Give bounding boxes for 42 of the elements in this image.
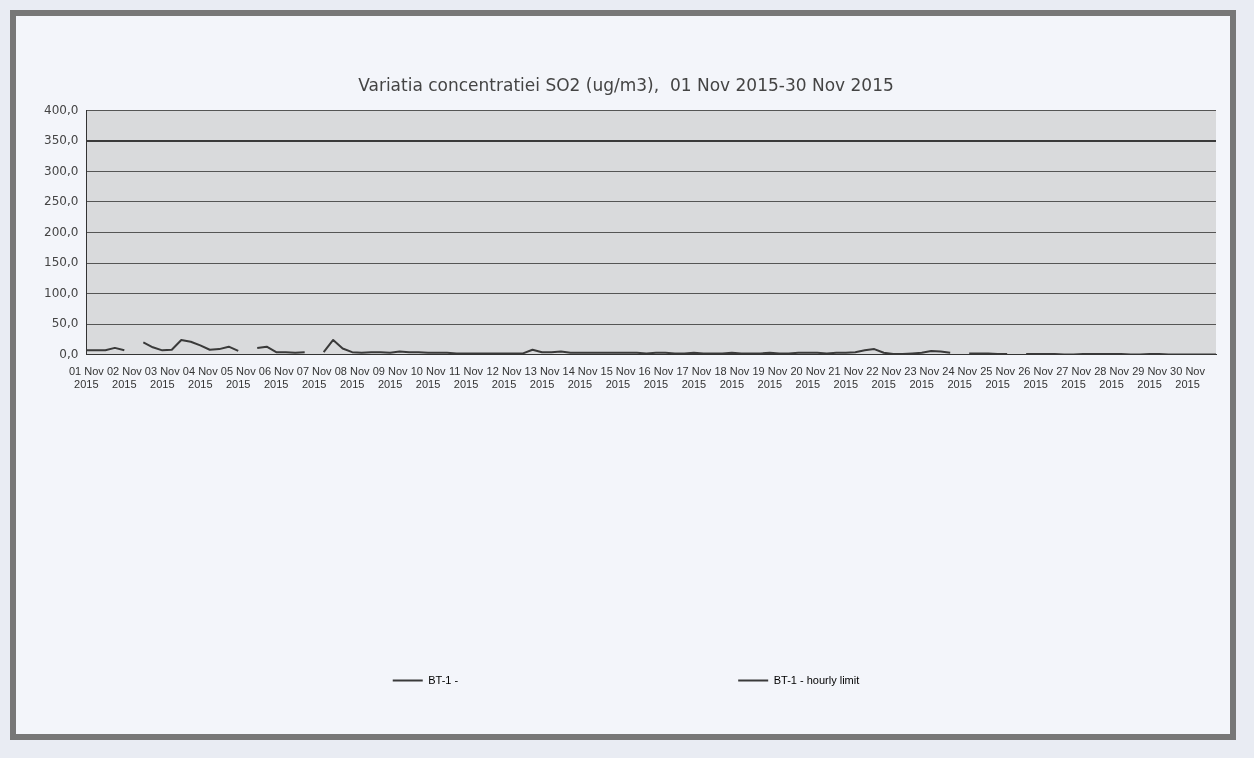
x-tick-label: 07 Nov 2015 xyxy=(296,365,333,391)
x-tick-label: 19 Nov 2015 xyxy=(752,365,788,391)
y-tick-label: 350,0 xyxy=(43,133,79,148)
x-tick-label: 08 Nov 2015 xyxy=(334,365,371,391)
x-tick-label: 09 Nov 2015 xyxy=(372,365,409,391)
x-tick-label: 24 Nov 2015 xyxy=(942,365,978,391)
x-tick-label: 16 Nov 2015 xyxy=(638,365,674,391)
x-tick-label: 14 Nov 2015 xyxy=(562,365,598,391)
x-tick-label: 03 Nov 2015 xyxy=(144,365,181,391)
x-tick-label: 15 Nov 2015 xyxy=(600,365,636,391)
x-tick-label: 02 Nov 2015 xyxy=(106,365,143,391)
legend-label: BT-1 - hourly limit xyxy=(773,673,860,686)
y-tick-label: 0,0 xyxy=(59,346,79,361)
x-tick-label: 05 Nov 2015 xyxy=(220,365,257,391)
y-tick-label: 400,0 xyxy=(43,102,79,117)
chart-title: Variatia concentratiei SO2 (ug/m3), 01 Nov 2015-30 Nov 2015 xyxy=(358,74,894,95)
x-tick-label: 04 Nov 2015 xyxy=(182,365,219,391)
x-tick-label: 25 Nov 2015 xyxy=(980,365,1016,391)
x-tick-label: 26 Nov 2015 xyxy=(1018,365,1054,391)
x-tick-label: 27 Nov 2015 xyxy=(1056,365,1092,391)
x-tick-label: 13 Nov 2015 xyxy=(524,365,560,391)
x-tick-label: 22 Nov 2015 xyxy=(866,365,902,391)
y-tick-label: 200,0 xyxy=(43,224,79,239)
x-tick-label: 21 Nov 2015 xyxy=(828,365,864,391)
legend-label: BT-1 - xyxy=(428,673,459,686)
y-tick-label: 50,0 xyxy=(51,316,79,331)
x-tick-label: 11 Nov 2015 xyxy=(449,365,484,391)
y-tick-label: 250,0 xyxy=(43,194,79,209)
x-tick-label: 29 Nov 2015 xyxy=(1132,365,1168,391)
x-tick-label: 01 Nov 2015 xyxy=(68,365,105,391)
x-tick-label: 10 Nov 2015 xyxy=(410,365,447,391)
x-tick-label: 23 Nov 2015 xyxy=(904,365,940,391)
x-tick-label: 20 Nov 2015 xyxy=(790,365,826,391)
x-tick-label: 18 Nov 2015 xyxy=(714,365,750,391)
x-tick-label: 17 Nov 2015 xyxy=(676,365,712,391)
y-tick-label: 100,0 xyxy=(43,285,79,300)
x-tick-label: 30 Nov 2015 xyxy=(1170,365,1206,391)
x-tick-label: 06 Nov 2015 xyxy=(258,365,295,391)
y-tick-label: 150,0 xyxy=(43,255,79,270)
y-tick-label: 300,0 xyxy=(43,163,79,178)
x-tick-label: 28 Nov 2015 xyxy=(1094,365,1130,391)
x-tick-label: 12 Nov 2015 xyxy=(486,365,522,391)
